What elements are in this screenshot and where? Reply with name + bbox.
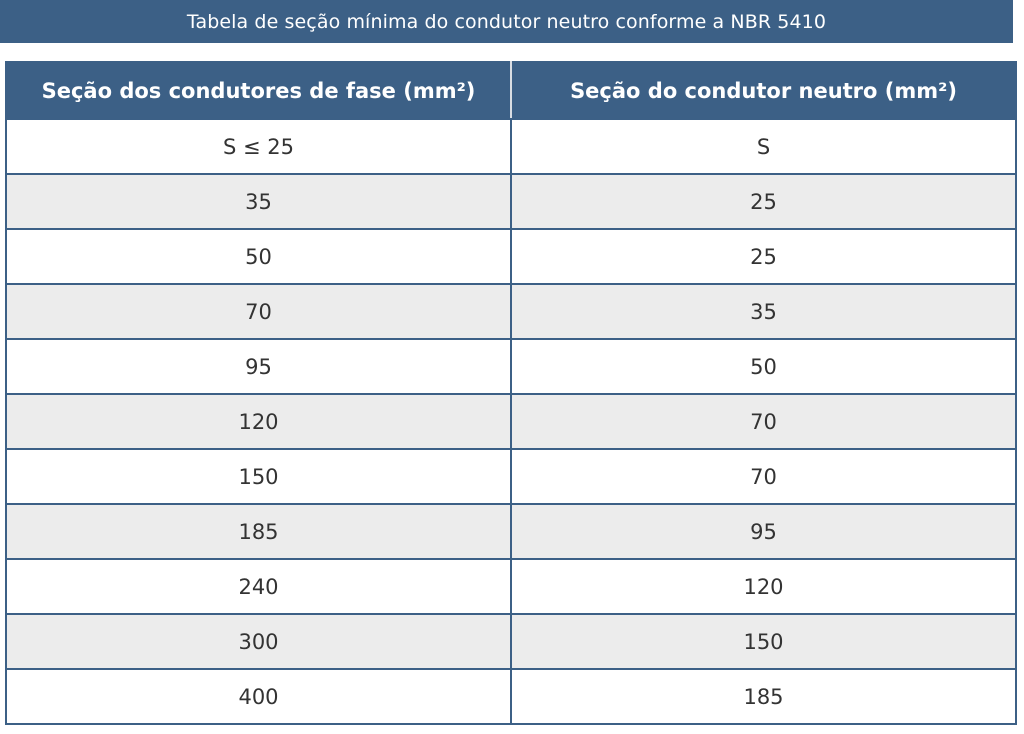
neutral-section-cell: 185 <box>510 668 1017 725</box>
neutral-section-table-container: Seção dos condutores de fase (mm²) Seção… <box>5 61 1017 725</box>
table-row: 185 95 <box>5 503 1017 560</box>
table-row: 120 70 <box>5 393 1017 450</box>
phase-section-cell: 50 <box>5 228 512 285</box>
table-body: S ≤ 25 S 35 25 50 25 70 35 95 50 120 70 <box>5 118 1017 725</box>
column-header-phase-section: Seção dos condutores de fase (mm²) <box>5 61 512 120</box>
table-row: 50 25 <box>5 228 1017 285</box>
neutral-section-cell: 25 <box>510 228 1017 285</box>
neutral-section-cell: 95 <box>510 503 1017 560</box>
phase-section-cell: 240 <box>5 558 512 615</box>
phase-section-cell: 95 <box>5 338 512 395</box>
neutral-section-cell: 70 <box>510 393 1017 450</box>
neutral-section-cell: 150 <box>510 613 1017 670</box>
phase-section-cell: 300 <box>5 613 512 670</box>
phase-section-cell: 400 <box>5 668 512 725</box>
page-title: Tabela de seção mínima do condutor neutr… <box>0 0 1013 43</box>
table-row: 95 50 <box>5 338 1017 395</box>
neutral-section-cell: 120 <box>510 558 1017 615</box>
table-row: 240 120 <box>5 558 1017 615</box>
neutral-section-table: Seção dos condutores de fase (mm²) Seção… <box>5 61 1017 725</box>
table-row: 300 150 <box>5 613 1017 670</box>
phase-section-cell: S ≤ 25 <box>5 118 512 175</box>
table-row: 70 35 <box>5 283 1017 340</box>
table-header: Seção dos condutores de fase (mm²) Seção… <box>5 61 1017 120</box>
neutral-section-cell: 70 <box>510 448 1017 505</box>
neutral-section-cell: S <box>510 118 1017 175</box>
table-row: S ≤ 25 S <box>5 118 1017 175</box>
phase-section-cell: 150 <box>5 448 512 505</box>
phase-section-cell: 35 <box>5 173 512 230</box>
neutral-section-cell: 35 <box>510 283 1017 340</box>
phase-section-cell: 70 <box>5 283 512 340</box>
table-header-row: Seção dos condutores de fase (mm²) Seção… <box>5 61 1017 120</box>
table-row: 35 25 <box>5 173 1017 230</box>
neutral-section-cell: 50 <box>510 338 1017 395</box>
table-row: 400 185 <box>5 668 1017 725</box>
phase-section-cell: 185 <box>5 503 512 560</box>
phase-section-cell: 120 <box>5 393 512 450</box>
neutral-section-cell: 25 <box>510 173 1017 230</box>
column-header-neutral-section: Seção do condutor neutro (mm²) <box>510 61 1017 120</box>
table-row: 150 70 <box>5 448 1017 505</box>
